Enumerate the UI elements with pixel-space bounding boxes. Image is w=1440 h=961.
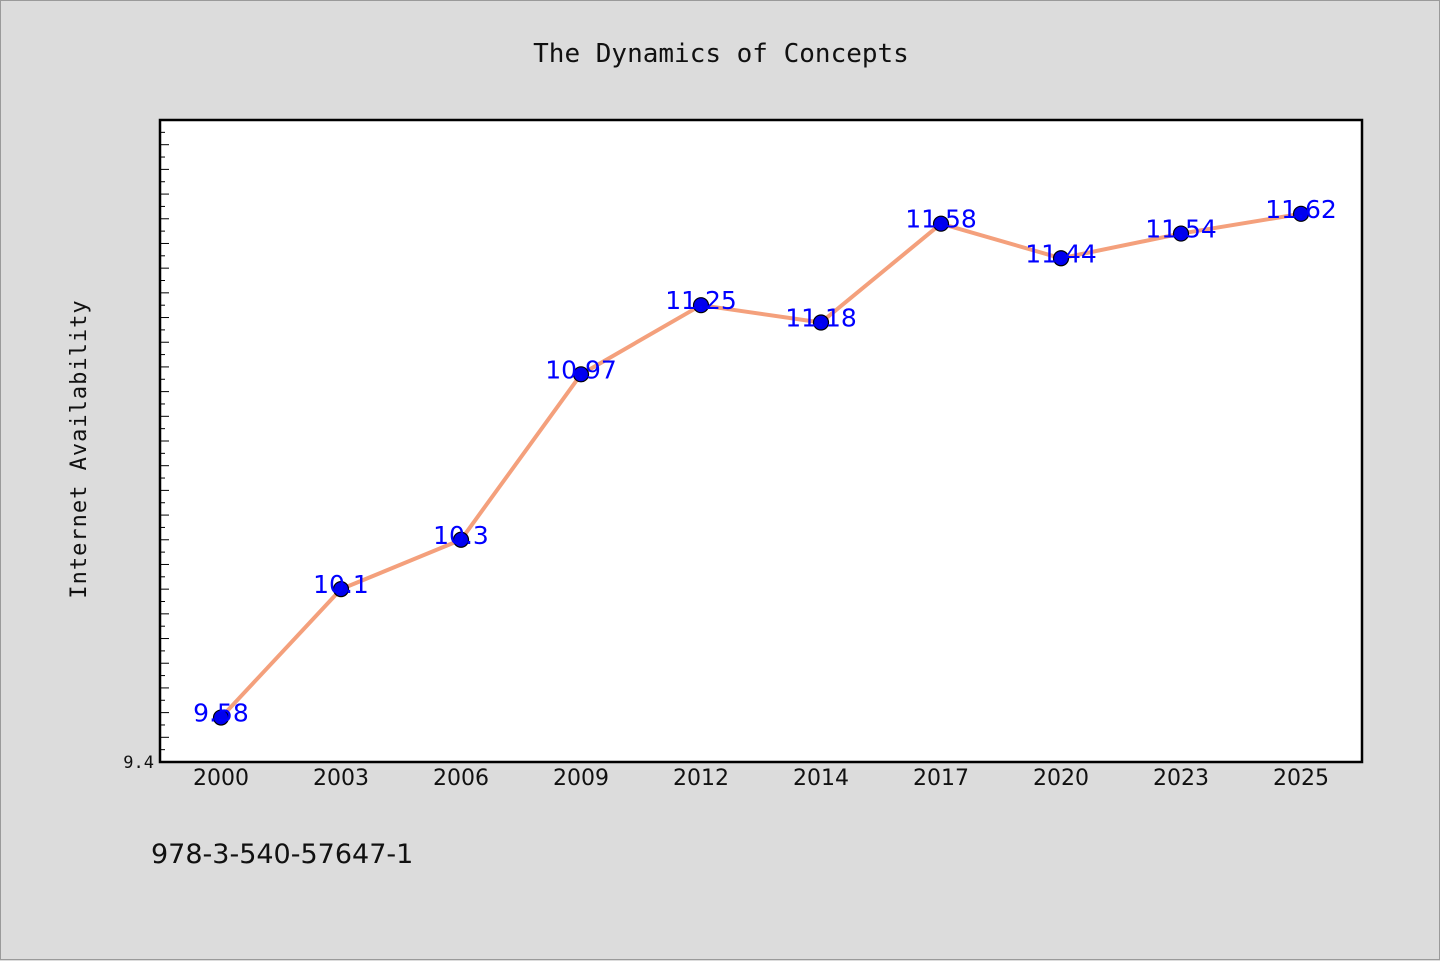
x-tick-label: 2009 — [553, 766, 609, 791]
data-point-marker — [812, 314, 830, 331]
y-tick-label: 9.4 — [123, 753, 154, 773]
x-tick-label: 2023 — [1153, 766, 1209, 791]
x-tick-label: 2014 — [793, 766, 849, 791]
data-point-marker — [1052, 250, 1070, 267]
data-point-marker — [692, 297, 710, 314]
x-tick-label: 2000 — [193, 766, 249, 791]
y-axis-ticks — [160, 131, 169, 751]
data-point-marker — [1172, 225, 1190, 242]
chart-title: The Dynamics of Concepts — [533, 39, 909, 69]
data-point-marker — [932, 215, 950, 232]
data-label: 10.3 — [433, 521, 489, 550]
data-point-marker — [452, 531, 470, 548]
data-label: 11.25 — [665, 286, 737, 315]
x-tick-label: 2017 — [913, 766, 969, 791]
y-tick-labels: 9.4 — [123, 753, 154, 773]
x-tick-label: 2025 — [1273, 766, 1329, 791]
x-tick-labels: 2000 2003 2006 2009 2012 2014 2017 2020 2023 2025 — [193, 766, 1329, 791]
data-label: 11.62 — [1265, 195, 1337, 224]
footer-isbn: 978-3-540-57647-1 — [151, 839, 413, 870]
data-label: 11.44 — [1025, 239, 1097, 268]
plot-area — [158, 118, 1364, 764]
y-axis-label: Internet Availability — [67, 299, 92, 598]
x-tick-label: 2003 — [313, 766, 369, 791]
data-markers — [212, 205, 1310, 726]
data-label: 10.97 — [545, 355, 617, 384]
data-label: 11.54 — [1145, 215, 1217, 244]
x-tick-label: 2020 — [1033, 766, 1089, 791]
x-tick-label: 2012 — [673, 766, 729, 791]
data-label: 9.58 — [193, 699, 249, 728]
data-point-marker — [572, 366, 590, 383]
data-labels: 9.58 10.1 10.3 10.97 11.25 11.18 11.58 11.44 11.… — [193, 195, 1337, 728]
data-label: 11.18 — [785, 303, 857, 332]
x-tick-label: 2006 — [433, 766, 489, 791]
data-label: 10.1 — [313, 570, 369, 599]
data-label: 11.58 — [905, 205, 977, 234]
data-point-marker — [332, 581, 350, 598]
data-point-marker — [1292, 205, 1310, 222]
series-line — [219, 211, 1303, 720]
data-point-marker — [212, 709, 230, 726]
